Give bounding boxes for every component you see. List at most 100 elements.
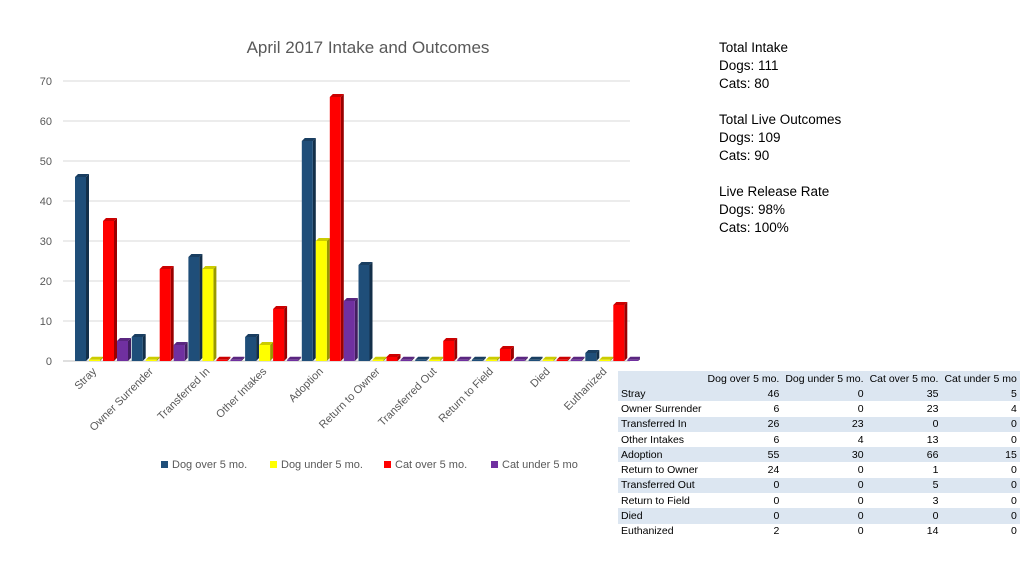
bar	[358, 262, 373, 361]
bar	[188, 254, 203, 361]
table-cell: 30	[782, 447, 867, 463]
y-tick-label: 40	[40, 196, 52, 208]
bar-front	[329, 97, 341, 361]
bar-top	[329, 94, 344, 97]
bar	[301, 138, 316, 361]
bar	[627, 356, 640, 361]
bar-top	[627, 356, 640, 360]
legend-label: Cat under 5 mo	[502, 459, 578, 471]
bar-front	[188, 257, 200, 361]
bar-top	[117, 338, 131, 341]
legend: Dog over 5 mo. Dog under 5 mo. Cat over 5 …	[161, 459, 578, 471]
bar	[457, 356, 472, 361]
bar-side	[567, 356, 571, 361]
legend-swatch	[384, 461, 391, 468]
bar-side	[397, 354, 401, 361]
summary-stats: Total Intake Dogs: 111 Cats: 80 Total Li…	[719, 39, 841, 255]
bar-top	[570, 356, 585, 360]
bar-side	[256, 334, 260, 361]
gridlines	[63, 80, 630, 362]
bar-side	[581, 356, 585, 361]
bar	[89, 356, 103, 361]
bar	[173, 342, 188, 361]
bar-top	[499, 346, 514, 349]
table-row: Return to Field 0 0 3 0	[618, 493, 1020, 509]
x-tick-label: Owner Surrender	[88, 365, 156, 433]
x-tick-label: Transferred In	[155, 366, 212, 423]
bar-side	[468, 356, 472, 361]
bar	[471, 356, 486, 361]
table-cell: 0	[782, 477, 867, 494]
table-cell: 0	[782, 462, 867, 478]
release-rate-block: Live Release Rate Dogs: 98% Cats: 100%	[719, 183, 841, 237]
bar	[273, 306, 288, 361]
release-rate-cats: Cats: 100%	[719, 220, 789, 235]
table-row: Transferred In 26 23 0 0	[618, 416, 1020, 432]
bar	[259, 342, 274, 361]
bar	[499, 346, 514, 361]
legend-swatch	[491, 461, 498, 468]
table-row-label: Died	[618, 508, 705, 524]
table-cell: 0	[941, 477, 1020, 494]
table-row-label: Stray	[618, 386, 705, 402]
table-header: Dog under 5 mo.	[782, 371, 867, 386]
bar-top	[358, 262, 373, 265]
table-cell: 14	[866, 523, 942, 539]
y-tick-label: 70	[40, 76, 52, 88]
y-tick-label: 20	[40, 276, 52, 288]
bar-side	[114, 218, 117, 361]
legend-swatch	[270, 461, 277, 468]
bar	[103, 218, 117, 361]
bar-front	[499, 349, 511, 361]
bar	[528, 356, 543, 361]
table-cell: 0	[782, 493, 867, 509]
bar-front	[443, 341, 455, 361]
chart-title: April 2017 Intake and Outcomes	[247, 38, 490, 57]
bar	[329, 94, 344, 361]
bar-side	[354, 298, 358, 361]
table-cell: 0	[782, 508, 867, 524]
table-header: Dog over 5 mo.	[704, 371, 783, 386]
table-cell: 1	[866, 462, 942, 478]
bar-front	[457, 359, 469, 361]
table-row: Return to Owner 24 0 1 0	[618, 462, 1020, 478]
table-header-row: Dog over 5 mo. Dog under 5 mo. Cat over …	[618, 371, 1020, 386]
bar-top	[556, 356, 571, 360]
y-tick-label: 60	[40, 116, 52, 128]
legend-label: Dog over 5 mo.	[172, 459, 247, 471]
table-cell: 5	[866, 477, 942, 494]
bar-front	[245, 337, 257, 361]
bar-top	[585, 350, 600, 353]
total-intake-dogs: Dogs: 111	[719, 58, 779, 73]
bar	[570, 356, 585, 361]
bar-side	[213, 266, 217, 361]
bar-side	[184, 342, 188, 361]
bar-front	[542, 359, 554, 361]
table-cell: 0	[782, 386, 867, 402]
table-row: Died 0 0 0 0	[618, 508, 1020, 524]
bar-top	[75, 174, 89, 177]
bar-front	[131, 337, 143, 361]
bar-top	[159, 266, 174, 269]
legend-label: Dog under 5 mo.	[281, 459, 363, 471]
bar-top	[273, 306, 288, 309]
table-cell: 46	[704, 386, 783, 402]
bar	[415, 356, 430, 361]
bar-side	[241, 356, 245, 361]
bar	[585, 350, 600, 361]
table-cell: 23	[866, 401, 942, 417]
bar-side	[496, 356, 500, 361]
bar	[159, 266, 174, 361]
x-tick-label: Died	[528, 366, 552, 390]
bar-front	[103, 221, 114, 361]
y-tick-label: 10	[40, 316, 52, 328]
table-row: Stray 46 0 35 5	[618, 386, 1020, 402]
bar-side	[199, 254, 203, 361]
table-cell: 0	[941, 523, 1020, 539]
bar-side	[610, 356, 614, 361]
table-cell: 6	[704, 431, 783, 448]
bar-front	[556, 359, 568, 361]
bar-top	[485, 356, 500, 360]
bar-front	[528, 359, 540, 361]
bar	[202, 266, 217, 361]
